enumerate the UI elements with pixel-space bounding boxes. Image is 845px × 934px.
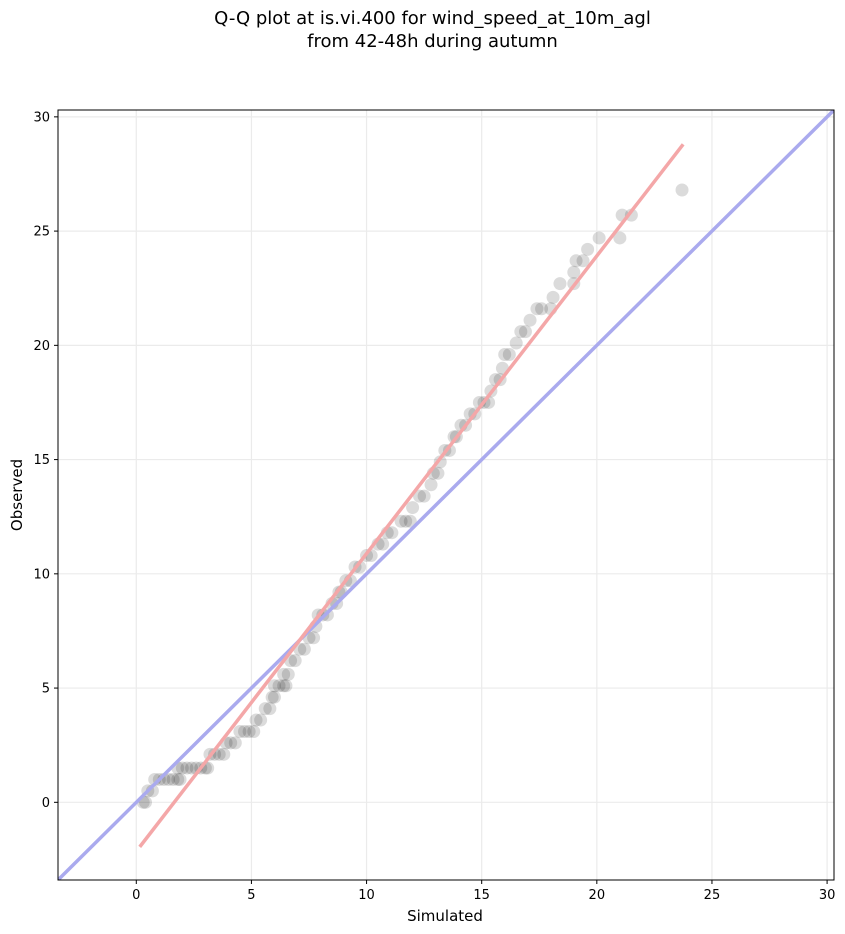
data-point <box>403 514 417 528</box>
x-tick-label: 5 <box>247 888 255 903</box>
data-point <box>173 772 187 786</box>
chart-title-line-1: Q-Q plot at is.vi.400 for wind_speed_at_… <box>214 8 651 29</box>
data-point <box>267 690 281 704</box>
data-point <box>530 302 544 316</box>
data-point <box>399 514 413 528</box>
data-point <box>569 254 583 268</box>
data-point <box>288 654 302 668</box>
data-point <box>175 761 189 775</box>
data-point <box>394 514 408 528</box>
plot-frame <box>57 109 835 881</box>
data-point <box>385 526 399 540</box>
data-point <box>353 560 367 574</box>
data-point <box>258 702 272 716</box>
identity-line <box>58 110 834 880</box>
data-point <box>166 772 180 786</box>
y-axis-label: Observed <box>8 459 26 531</box>
data-point <box>502 347 516 361</box>
x-axis-label: Simulated <box>407 907 483 925</box>
data-point <box>279 679 293 693</box>
y-tick-label: 5 <box>42 682 50 697</box>
chart-title-line-2: from 42-48h during autumn <box>307 31 558 52</box>
data-point <box>576 254 590 268</box>
data-point <box>523 313 537 327</box>
y-tick-label: 20 <box>33 339 50 354</box>
data-point <box>417 489 431 503</box>
data-point <box>498 347 512 361</box>
x-tick-label: 25 <box>704 888 721 903</box>
data-point <box>675 183 689 197</box>
x-tick-label: 30 <box>819 888 836 903</box>
data-point <box>509 336 523 350</box>
x-tick-label: 15 <box>473 888 490 903</box>
data-point <box>406 501 420 515</box>
data-point <box>242 724 256 738</box>
data-point <box>272 679 286 693</box>
data-point <box>247 724 261 738</box>
data-point <box>281 667 295 681</box>
grid <box>58 110 834 880</box>
x-tick-label: 10 <box>358 888 375 903</box>
data-point <box>254 713 268 727</box>
data-point <box>263 702 277 716</box>
data-point <box>277 667 291 681</box>
y-tick-label: 30 <box>33 110 50 125</box>
data-point <box>139 795 153 809</box>
data-point <box>518 325 532 339</box>
x-tick-label: 20 <box>589 888 606 903</box>
data-point <box>180 761 194 775</box>
data-point <box>546 290 560 304</box>
data-point <box>171 772 185 786</box>
data-point <box>376 537 390 551</box>
reference-lines <box>58 110 834 880</box>
data-point <box>249 713 263 727</box>
data-point <box>424 478 438 492</box>
y-tick-label: 25 <box>33 225 50 240</box>
data-point <box>567 265 581 279</box>
data-point <box>233 724 247 738</box>
data-point <box>208 747 222 761</box>
axis-ticks: 0 5 10 15 20 25 30 0 5 10 15 20 25 30 <box>33 110 835 903</box>
data-point <box>277 679 291 693</box>
y-tick-label: 0 <box>42 796 50 811</box>
data-point <box>265 690 279 704</box>
data-point <box>581 242 595 256</box>
data-point <box>413 489 427 503</box>
data-point <box>624 208 638 222</box>
data-point <box>185 761 199 775</box>
data-point <box>297 642 311 656</box>
data-point <box>535 302 549 316</box>
data-point <box>592 231 606 245</box>
data-point <box>217 747 231 761</box>
data-point <box>238 724 252 738</box>
data-point <box>162 772 176 786</box>
data-point <box>228 736 242 750</box>
data-point <box>613 231 627 245</box>
data-point <box>224 736 238 750</box>
data-point <box>442 443 456 457</box>
data-point <box>431 466 445 480</box>
data-point <box>307 631 321 645</box>
data-point <box>514 325 528 339</box>
x-tick-label: 0 <box>132 888 140 903</box>
y-tick-label: 15 <box>33 453 50 468</box>
data-point <box>553 277 567 291</box>
y-tick-label: 10 <box>33 567 50 582</box>
fit-line <box>138 143 685 848</box>
data-point <box>267 679 281 693</box>
